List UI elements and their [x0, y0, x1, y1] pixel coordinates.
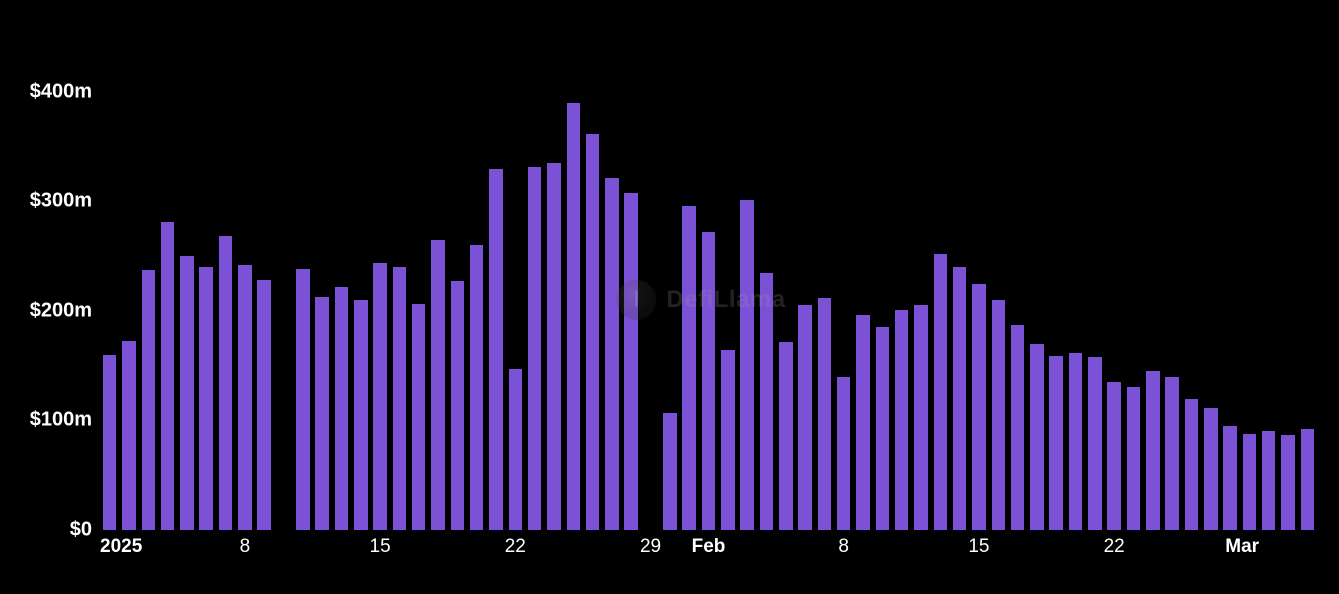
y-tick-label: $300m: [30, 190, 92, 213]
bar[interactable]: [238, 265, 252, 530]
bar[interactable]: [1049, 356, 1063, 530]
bar[interactable]: [412, 304, 426, 530]
bar[interactable]: [528, 167, 542, 530]
bar[interactable]: [605, 178, 619, 530]
bar[interactable]: [760, 273, 774, 530]
x-tick-label: 22: [505, 536, 526, 558]
x-tick-label: 22: [1104, 536, 1125, 558]
bar[interactable]: [161, 222, 175, 530]
bar[interactable]: [567, 103, 581, 530]
bar[interactable]: [740, 200, 754, 530]
bar[interactable]: [856, 315, 870, 530]
bar[interactable]: [103, 355, 117, 530]
y-tick-label: $200m: [30, 299, 92, 322]
bar[interactable]: [1281, 435, 1295, 530]
bar[interactable]: [1069, 353, 1083, 530]
bar[interactable]: [335, 287, 349, 530]
y-tick-label: $0: [70, 519, 92, 542]
bar[interactable]: [779, 342, 793, 530]
bar[interactable]: [1088, 357, 1102, 530]
bar[interactable]: [547, 163, 561, 530]
bar[interactable]: [721, 350, 735, 530]
bar[interactable]: [393, 267, 407, 530]
bar[interactable]: [257, 280, 271, 530]
bar[interactable]: [992, 300, 1006, 530]
bar[interactable]: [219, 236, 233, 530]
bar[interactable]: [1223, 426, 1237, 530]
bar[interactable]: [624, 193, 638, 530]
bar[interactable]: [1165, 377, 1179, 530]
bar[interactable]: [702, 232, 716, 530]
bar[interactable]: [914, 305, 928, 530]
y-tick-label: $400m: [30, 80, 92, 103]
x-tick-label: 8: [240, 536, 251, 558]
bar[interactable]: [837, 377, 851, 530]
bar[interactable]: [1011, 325, 1025, 530]
bar[interactable]: [876, 327, 890, 530]
bar[interactable]: [972, 284, 986, 530]
x-tick-label: Mar: [1225, 536, 1259, 558]
x-tick-label: 8: [838, 536, 849, 558]
bar[interactable]: [1030, 344, 1044, 530]
x-tick-label: Feb: [692, 536, 726, 558]
bar[interactable]: [663, 413, 677, 530]
bar[interactable]: [1204, 408, 1218, 530]
bar[interactable]: [180, 256, 194, 530]
bar[interactable]: [489, 169, 503, 530]
bar[interactable]: [199, 267, 213, 530]
bar[interactable]: [1146, 371, 1160, 530]
y-tick-label: $100m: [30, 409, 92, 432]
bar[interactable]: [509, 369, 523, 530]
bar[interactable]: [682, 206, 696, 530]
bar[interactable]: [1107, 382, 1121, 530]
bar[interactable]: [431, 240, 445, 530]
bar[interactable]: [142, 270, 156, 530]
bar[interactable]: [1243, 434, 1257, 530]
bar[interactable]: [122, 341, 136, 530]
bar[interactable]: [1127, 387, 1141, 530]
bar[interactable]: [895, 310, 909, 530]
x-tick-label: 15: [370, 536, 391, 558]
x-tick-label: 15: [968, 536, 989, 558]
bar[interactable]: [1301, 429, 1315, 530]
bar[interactable]: [1262, 431, 1276, 530]
bar[interactable]: [296, 269, 310, 530]
bar[interactable]: [373, 263, 387, 530]
chart-container: $0 $100m $200m $300m $400m 2025 8 15 22 29 Feb 8 15…: [0, 0, 1339, 594]
bar[interactable]: [315, 297, 329, 530]
bar[interactable]: [470, 245, 484, 530]
bar[interactable]: [934, 254, 948, 530]
bar[interactable]: [798, 305, 812, 530]
bars-layer: [100, 70, 1317, 530]
x-tick-label: 29: [640, 536, 661, 558]
x-tick-label: 2025: [100, 536, 142, 558]
bar[interactable]: [451, 281, 465, 530]
bar[interactable]: [1185, 399, 1199, 530]
bar[interactable]: [354, 300, 368, 530]
bar[interactable]: [586, 134, 600, 530]
plot-area: $0$100m$200m$300m$400m 20258152229Feb815…: [100, 70, 1317, 530]
bar[interactable]: [953, 267, 967, 530]
y-axis: $0$100m$200m$300m$400m: [0, 70, 100, 530]
bar[interactable]: [818, 298, 832, 530]
